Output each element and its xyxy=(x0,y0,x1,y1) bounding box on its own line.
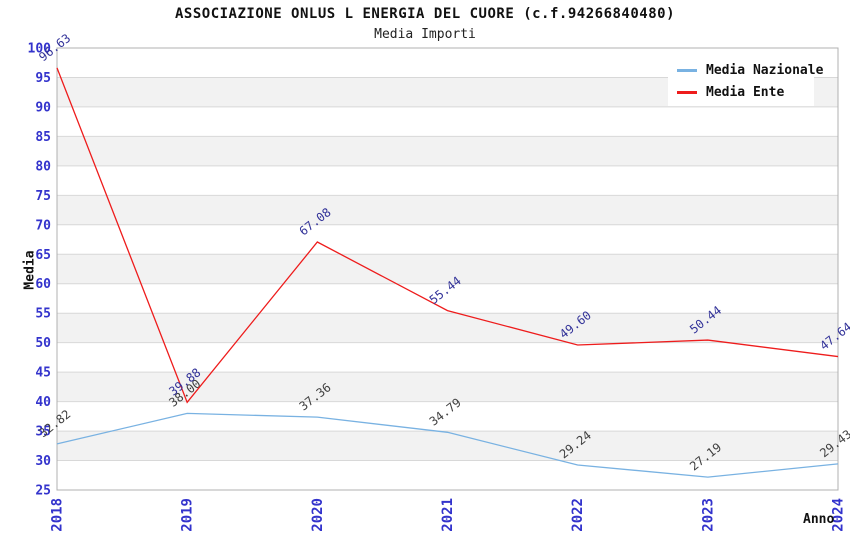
y-tick-label: 45 xyxy=(35,366,51,381)
legend-entry-media-nazionale: Media Nazionale xyxy=(668,62,823,78)
plot-band xyxy=(57,136,838,166)
x-tick-label: 2024 xyxy=(831,498,847,532)
y-tick-label: 50 xyxy=(35,336,51,351)
y-tick-label: 80 xyxy=(35,159,51,174)
plot-band xyxy=(57,372,838,402)
y-tick-label: 90 xyxy=(35,100,51,115)
y-tick-label: 85 xyxy=(35,130,51,145)
y-tick-label: 30 xyxy=(35,454,51,469)
plot-band xyxy=(57,313,838,343)
x-tick-label: 2023 xyxy=(700,498,716,532)
y-tick-label: 70 xyxy=(35,218,51,233)
chart-title: ASSOCIAZIONE ONLUS L ENERGIA DEL CUORE (… xyxy=(174,6,675,22)
x-tick-label: 2021 xyxy=(440,498,456,532)
y-tick-label: 75 xyxy=(35,189,51,204)
y-tick-label: 65 xyxy=(35,248,51,263)
y-tick-label: 55 xyxy=(35,307,51,322)
x-tick-label: 2020 xyxy=(310,498,326,532)
chart-subtitle: Media Importi xyxy=(374,27,476,42)
y-tick-label: 35 xyxy=(35,425,51,440)
plot-border xyxy=(56,47,839,491)
x-tick-label: 2019 xyxy=(180,498,196,532)
legend: Media Nazionale Media Ente xyxy=(668,56,823,106)
legend-entry-media-ente: Media Ente xyxy=(668,84,814,100)
y-tick-label: 95 xyxy=(35,71,51,86)
y-axis-title: Media xyxy=(22,250,38,290)
x-tick-label: 2018 xyxy=(50,498,66,532)
y-tick-label: 25 xyxy=(35,484,51,499)
y-tick-label: 100 xyxy=(28,42,52,57)
x-tick-label: 2022 xyxy=(570,498,586,532)
plot-band xyxy=(57,431,838,461)
series-line-media-nazionale xyxy=(56,412,839,478)
legend-label: Media Ente xyxy=(706,84,785,100)
series-line-media-ente xyxy=(56,67,839,404)
y-tick-label: 40 xyxy=(35,395,51,410)
plot-band xyxy=(57,254,838,284)
legend-label: Media Nazionale xyxy=(706,62,824,78)
y-tick-label: 60 xyxy=(35,277,51,292)
media-ente-line-swatch xyxy=(677,90,697,94)
media-nazionale-line-swatch xyxy=(677,68,697,72)
x-axis-title: Anno xyxy=(803,512,835,527)
plot-band xyxy=(57,195,838,225)
